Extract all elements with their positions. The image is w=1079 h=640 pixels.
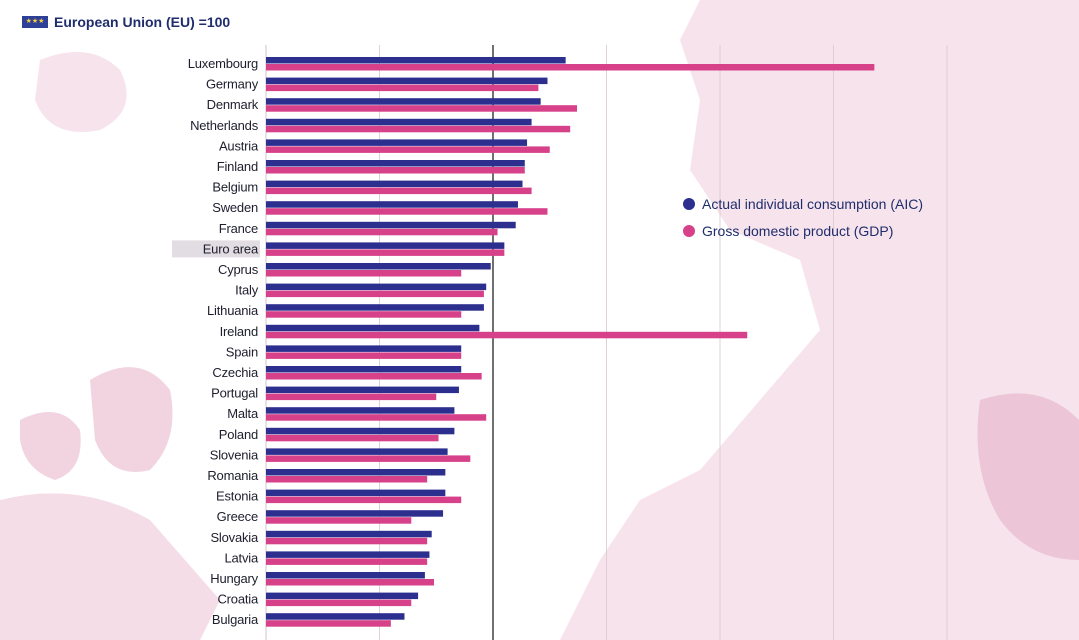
bar-gdp-luxembourg — [266, 64, 875, 71]
bar-aic-germany — [266, 77, 548, 85]
category-label: Finland — [217, 159, 258, 174]
bar-aic-cyprus — [266, 263, 491, 270]
category-label: Ireland — [220, 324, 258, 339]
category-label: Latvia — [225, 550, 259, 565]
bar-gdp-malta — [266, 414, 487, 421]
bar-gdp-spain — [266, 352, 462, 359]
bar-aic-euro-area — [266, 242, 505, 249]
bar-gdp-latvia — [266, 558, 428, 565]
bar-gdp-slovakia — [266, 537, 428, 545]
category-label: Slovakia — [210, 530, 259, 545]
bars — [266, 57, 875, 627]
bar-aic-hungary — [266, 572, 425, 579]
bar-aic-luxembourg — [266, 57, 566, 64]
category-label: Italy — [235, 283, 259, 298]
bar-aic-malta — [266, 407, 455, 414]
bar-aic-portugal — [266, 386, 459, 394]
bar-aic-denmark — [266, 98, 541, 105]
category-label: Belgium — [212, 180, 258, 195]
bar-aic-croatia — [266, 592, 419, 600]
category-label: France — [219, 221, 258, 236]
category-label: Croatia — [217, 592, 258, 607]
bar-gdp-romania — [266, 476, 428, 483]
category-label: Greece — [217, 509, 258, 524]
bar-aic-italy — [266, 283, 487, 291]
bar-aic-lithuania — [266, 304, 484, 311]
bar-aic-slovakia — [266, 530, 432, 538]
category-label: Denmark — [207, 97, 259, 112]
bar-gdp-greece — [266, 517, 412, 524]
bar-aic-ireland — [266, 324, 480, 332]
category-label: Portugal — [211, 386, 258, 401]
bar-gdp-belgium — [266, 187, 532, 195]
euro-area-highlight — [172, 240, 260, 258]
bar-gdp-czechia — [266, 373, 482, 380]
bar-gdp-poland — [266, 434, 439, 442]
legend-label-gdp: Gross domestic product (GDP) — [702, 222, 894, 239]
bar-gdp-netherlands — [266, 125, 571, 133]
bar-gdp-denmark — [266, 105, 577, 112]
bar-aic-estonia — [266, 489, 446, 497]
bar-gdp-finland — [266, 167, 525, 174]
bar-gdp-estonia — [266, 496, 462, 504]
gridlines — [265, 45, 948, 640]
bar-gdp-slovenia — [266, 455, 471, 462]
bar-gdp-bulgaria — [266, 620, 391, 627]
bar-aic-bulgaria — [266, 613, 405, 620]
bar-gdp-france — [266, 228, 498, 236]
legend-label-aic: Actual individual consumption (AIC) — [702, 195, 923, 212]
chart-title: European Union (EU) =100 — [54, 14, 231, 30]
category-label: Austria — [219, 138, 259, 153]
legend: Actual individual consumption (AIC) Gros… — [683, 190, 923, 244]
bar-gdp-italy — [266, 290, 484, 298]
bar-aic-sweden — [266, 201, 518, 208]
bar-aic-austria — [266, 139, 528, 146]
category-label: Luxembourg — [188, 56, 258, 71]
category-labels: Luxembourg Germany Denmark Netherlands Austr… — [172, 56, 260, 627]
category-label: Poland — [219, 427, 258, 442]
bar-gdp-portugal — [266, 393, 437, 401]
bar-aic-spain — [266, 345, 462, 352]
category-label: Cyprus — [218, 262, 259, 277]
bar-aic-netherlands — [266, 118, 532, 126]
bar-gdp-cyprus — [266, 270, 462, 277]
bar-gdp-sweden — [266, 208, 548, 215]
category-label: Hungary — [210, 571, 258, 586]
legend-item-gdp: Gross domestic product (GDP) — [683, 217, 923, 244]
bar-gdp-euro-area — [266, 249, 505, 256]
bar-aic-slovenia — [266, 448, 448, 455]
category-label: Romania — [207, 468, 259, 483]
category-label: Czechia — [212, 365, 259, 380]
bar-gdp-austria — [266, 146, 550, 153]
category-label: Spain — [226, 344, 258, 359]
bar-aic-romania — [266, 469, 446, 476]
bar-gdp-lithuania — [266, 311, 462, 318]
bar-gdp-hungary — [266, 579, 434, 586]
bar-aic-belgium — [266, 180, 523, 188]
bar-aic-poland — [266, 427, 455, 435]
category-label: Bulgaria — [212, 612, 259, 627]
chart-title-row: ★★★ European Union (EU) =100 — [22, 14, 230, 30]
category-label: Netherlands — [190, 118, 259, 133]
category-label: Slovenia — [210, 447, 259, 462]
category-label: Malta — [227, 406, 259, 421]
bar-gdp-germany — [266, 84, 539, 92]
bar-aic-greece — [266, 510, 444, 517]
bar-aic-czechia — [266, 366, 462, 373]
category-label: Lithuania — [207, 303, 259, 318]
category-label: Estonia — [216, 489, 259, 504]
bar-aic-finland — [266, 160, 525, 167]
category-label: Euro area — [203, 241, 259, 256]
category-label: Sweden — [212, 200, 258, 215]
gdp-legend-dot-icon — [683, 224, 695, 237]
category-label: Germany — [206, 77, 259, 92]
bar-aic-france — [266, 221, 516, 229]
bar-aic-latvia — [266, 551, 430, 558]
eu-flag-icon: ★★★ — [22, 16, 48, 28]
bar-gdp-ireland — [266, 331, 748, 339]
legend-item-aic: Actual individual consumption (AIC) — [683, 190, 923, 217]
bar-gdp-croatia — [266, 599, 412, 607]
aic-legend-dot-icon — [683, 197, 695, 210]
